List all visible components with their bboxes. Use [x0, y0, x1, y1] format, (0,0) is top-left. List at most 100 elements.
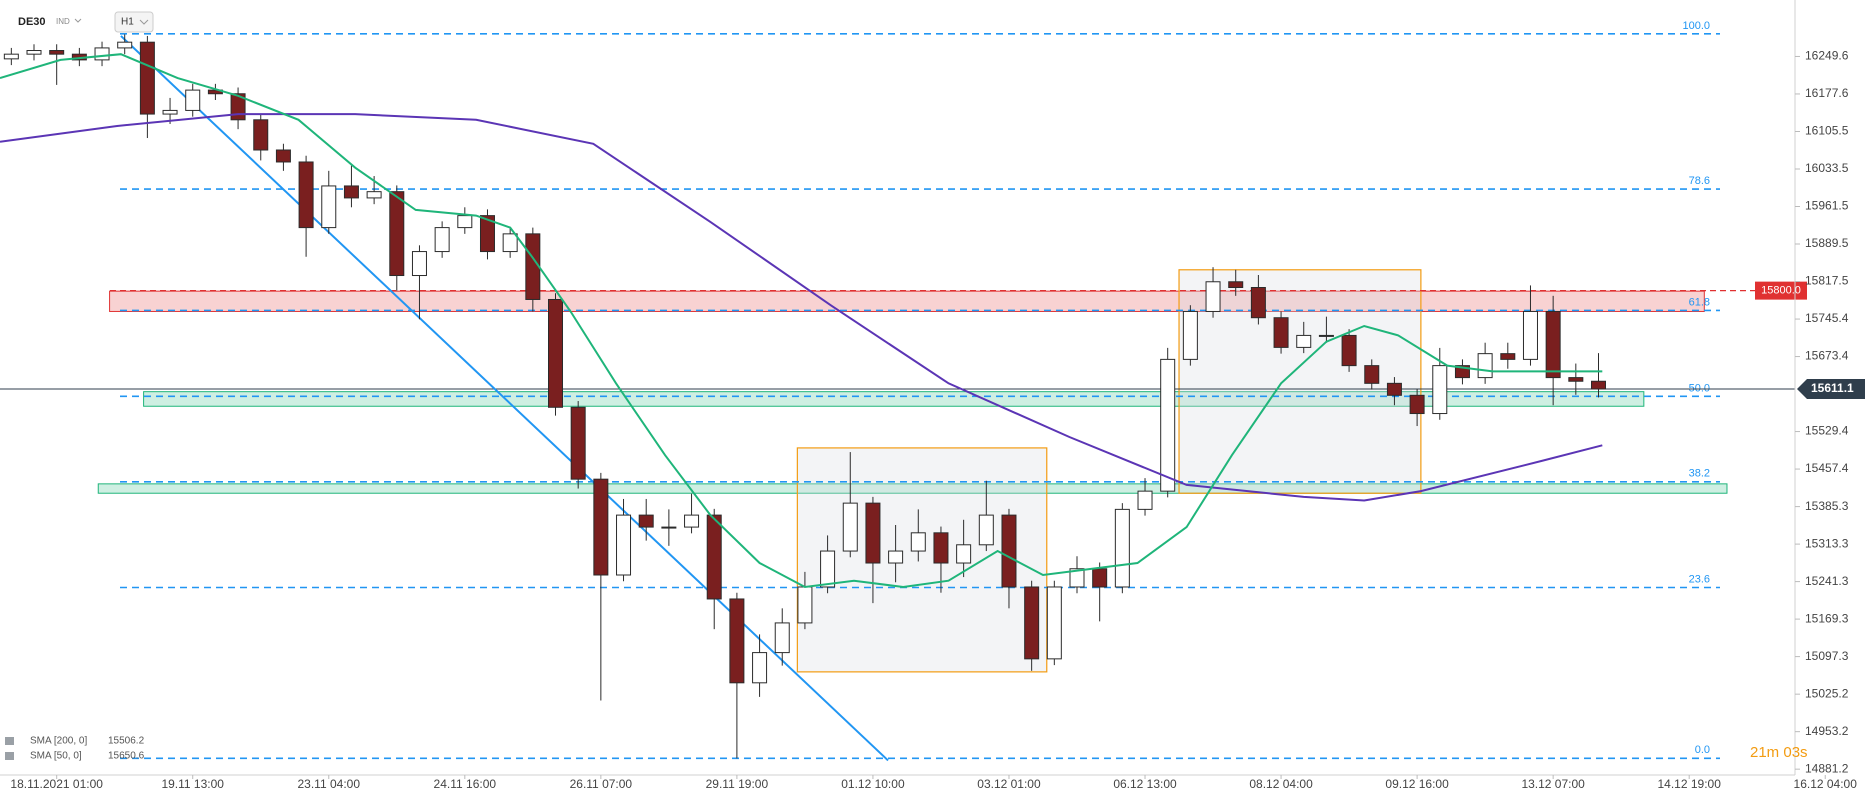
- instrument-type: IND: [56, 17, 70, 26]
- candle-body: [1477, 353, 1493, 379]
- timeframe[interactable]: H1: [121, 17, 134, 28]
- x-tick-label: 23.11 04:00: [298, 777, 361, 791]
- y-tick-label: 16105.5: [1805, 124, 1849, 138]
- x-tick-label: 16.12 04:00: [1794, 777, 1858, 791]
- candle-body: [1228, 281, 1244, 289]
- legend-name[interactable]: SMA [50, 0]: [30, 751, 82, 762]
- alert-label-bg: [1755, 281, 1807, 300]
- y-tick-label: 14953.2: [1805, 724, 1849, 738]
- candle-body: [933, 532, 949, 564]
- candle-body: [706, 514, 722, 600]
- fib-level-label: 23.6: [1689, 573, 1710, 585]
- y-tick-label: 15025.2: [1805, 686, 1849, 700]
- candle-body: [548, 298, 564, 408]
- x-tick-label: 03.12 01:00: [977, 777, 1041, 791]
- y-tick-label: 15097.3: [1805, 649, 1849, 663]
- candle-body: [321, 185, 337, 229]
- candle-body: [661, 526, 677, 529]
- candle-body: [888, 550, 904, 564]
- candle-body: [366, 191, 382, 199]
- candle-body: [865, 502, 881, 564]
- x-tick-label: 26.11 07:00: [570, 777, 633, 791]
- candle-body: [479, 215, 495, 253]
- candle-body: [1432, 365, 1448, 415]
- legend-value: 15506.2: [108, 736, 145, 747]
- candle-body: [1386, 382, 1402, 396]
- y-tick-label: 15169.3: [1805, 611, 1849, 625]
- candle-body: [502, 233, 518, 253]
- candle-body: [593, 478, 609, 576]
- candle-body: [1250, 287, 1266, 319]
- candle-body: [1568, 377, 1584, 382]
- legend-icon: [5, 752, 14, 760]
- candle-body: [525, 233, 541, 300]
- x-tick-label: 01.12 10:00: [841, 777, 905, 791]
- y-tick-label: 15961.5: [1805, 199, 1849, 213]
- y-tick-label: 15817.5: [1805, 274, 1849, 288]
- x-tick-label: 13.12 07:00: [1521, 777, 1585, 791]
- candle-body: [1522, 310, 1538, 360]
- candle-body: [1137, 490, 1153, 510]
- candle-body: [638, 514, 654, 528]
- y-tick-label: 15385.3: [1805, 499, 1849, 513]
- candle-body: [1364, 365, 1380, 384]
- candle-body: [774, 622, 790, 654]
- candle-timer: 21m 03s: [1750, 744, 1808, 761]
- y-tick-label: 15745.4: [1805, 311, 1849, 325]
- candle-body: [298, 161, 314, 229]
- x-tick-label: 08.12 04:00: [1249, 777, 1313, 791]
- dropdown-icon: [74, 18, 82, 23]
- x-tick-label: 29.11 19:00: [706, 777, 769, 791]
- y-tick-label: 15241.3: [1805, 574, 1849, 588]
- fib-level-label: 61.8: [1689, 296, 1710, 308]
- candle-body: [117, 41, 133, 49]
- candle-body: [956, 544, 972, 564]
- y-tick-label: 15673.4: [1805, 349, 1849, 363]
- legend-name[interactable]: SMA [200, 0]: [30, 736, 87, 747]
- candle-body: [49, 50, 65, 55]
- candle-body: [1160, 358, 1176, 492]
- y-tick-label: 15889.5: [1805, 236, 1849, 250]
- candle-body: [570, 406, 586, 480]
- x-tick-label: 09.12 16:00: [1385, 777, 1449, 791]
- candle-body: [26, 50, 42, 55]
- current-price-label: 15611.1: [1811, 381, 1854, 395]
- x-tick-label: 14.12 19:00: [1657, 777, 1721, 791]
- candle-body: [1114, 508, 1130, 588]
- x-tick-label: 19.11 13:00: [161, 777, 224, 791]
- candle-body: [1590, 380, 1606, 390]
- candle-body: [1069, 568, 1085, 588]
- sma-line: [0, 113, 1603, 502]
- price-zone: [97, 483, 1728, 494]
- candle-body: [1318, 334, 1334, 337]
- candle-body: [978, 514, 994, 546]
- y-tick-label: 15529.4: [1805, 424, 1849, 438]
- candle-body: [1182, 310, 1198, 360]
- candle-body: [162, 109, 178, 115]
- candle-body: [1454, 365, 1470, 379]
- y-tick-label: 16033.5: [1805, 161, 1849, 175]
- fib-level-label: 100.0: [1682, 20, 1710, 32]
- x-tick-label: 06.12 13:00: [1113, 777, 1177, 791]
- candle-body: [820, 550, 836, 588]
- y-tick-label: 16249.6: [1805, 49, 1849, 63]
- alert-label: 15800.0: [1761, 285, 1801, 297]
- candle-body: [729, 598, 745, 684]
- fib-level-label: 0.0: [1695, 744, 1710, 756]
- sma-line: [0, 53, 1603, 589]
- candle-body: [1409, 394, 1425, 415]
- dropdown-icon: [139, 19, 149, 25]
- candle-body: [253, 119, 269, 151]
- candle-body: [3, 53, 19, 60]
- x-tick-label: 18.11.2021 01:00: [10, 777, 103, 791]
- candle-body: [1341, 334, 1357, 367]
- timeframe-button[interactable]: [114, 11, 154, 33]
- candle-body: [94, 47, 110, 61]
- y-tick-label: 16177.6: [1805, 86, 1849, 100]
- symbol[interactable]: DE30: [18, 16, 46, 28]
- candle-body: [185, 89, 201, 111]
- candle-body: [275, 149, 291, 163]
- candle-body: [1273, 317, 1289, 348]
- candle-body: [343, 185, 359, 199]
